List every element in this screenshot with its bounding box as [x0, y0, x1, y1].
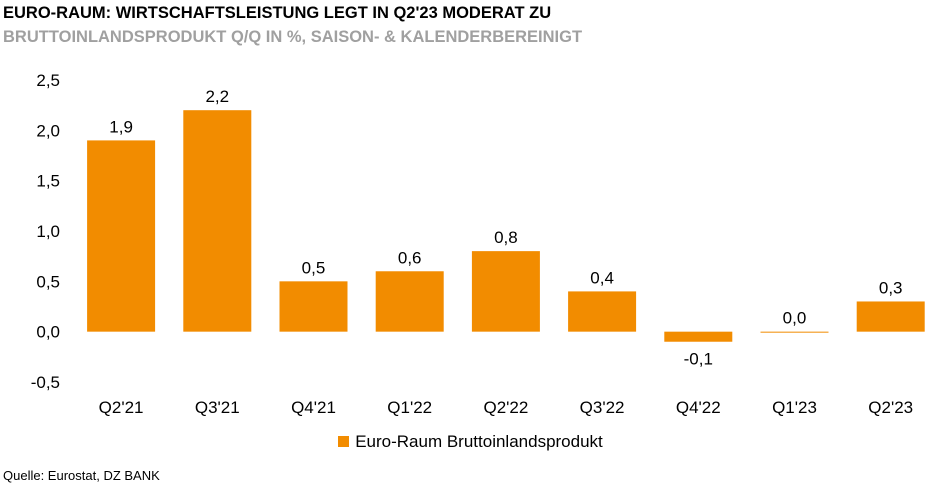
- bar: [471, 251, 540, 332]
- x-tick-label: Q2'22: [483, 398, 528, 417]
- data-label: 0,0: [783, 309, 807, 328]
- y-tick-label: 1,0: [36, 222, 60, 241]
- y-tick-label: 2,5: [36, 71, 60, 90]
- data-label: 1,9: [109, 117, 133, 136]
- x-tick-label: Q1'23: [772, 398, 817, 417]
- bar: [568, 291, 637, 332]
- chart-title: EURO-RAUM: WIRTSCHAFTSLEISTUNG LEGT IN Q…: [3, 4, 552, 22]
- x-tick-label: Q1'22: [387, 398, 432, 417]
- legend: Euro-Raum Bruttoinlandsprodukt: [0, 432, 941, 452]
- bar: [279, 281, 348, 332]
- data-label: -0,1: [684, 350, 713, 369]
- data-label: 0,8: [494, 228, 518, 247]
- bar: [87, 140, 156, 332]
- x-tick-label: Q4'22: [676, 398, 721, 417]
- data-label: 0,3: [879, 278, 903, 297]
- data-label: 0,5: [302, 258, 326, 277]
- x-tick-label: Q2'23: [868, 398, 913, 417]
- y-tick-label: 2,0: [36, 121, 60, 140]
- x-tick-label: Q2'21: [99, 398, 144, 417]
- bar: [856, 301, 925, 332]
- bar: [664, 331, 733, 342]
- bar: [183, 110, 252, 332]
- x-tick-label: Q4'21: [291, 398, 336, 417]
- x-tick-label: Q3'21: [195, 398, 240, 417]
- bar: [760, 331, 829, 333]
- y-tick-label: -0,5: [31, 373, 60, 392]
- y-axis: 2,5 2,0 1,5 1,0 0,5 0,0 -0,5: [31, 71, 60, 392]
- chart-subtitle: BRUTTOINLANDSPRODUKT Q/Q IN %, SAISON- &…: [3, 28, 583, 46]
- data-label: 0,6: [398, 248, 422, 267]
- data-label: 0,4: [590, 268, 614, 287]
- bar: [375, 271, 444, 332]
- x-tick-label: Q3'22: [580, 398, 625, 417]
- y-tick-label: 0,0: [36, 323, 60, 342]
- data-label: 2,2: [205, 87, 229, 106]
- legend-swatch: [338, 436, 350, 447]
- bars: [87, 110, 925, 342]
- y-tick-label: 1,5: [36, 172, 60, 191]
- x-axis: Q2'21 Q3'21 Q4'21 Q1'22 Q2'22 Q3'22 Q4'22 Q1'23…: [99, 398, 913, 417]
- data-labels: 1,9 2,2 0,5 0,6 0,8 0,4 -0,1 0,0 0,3: [109, 87, 902, 369]
- bar-chart: 2,5 2,0 1,5 1,0 0,5 0,0 -0,5 1,9 2,2 0,5 0,6 0,8 0,…: [31, 71, 925, 417]
- y-tick-label: 0,5: [36, 272, 60, 291]
- legend-label: Euro-Raum Bruttoinlandsprodukt: [355, 432, 603, 451]
- source-note: Quelle: Eurostat, DZ BANK: [3, 468, 160, 483]
